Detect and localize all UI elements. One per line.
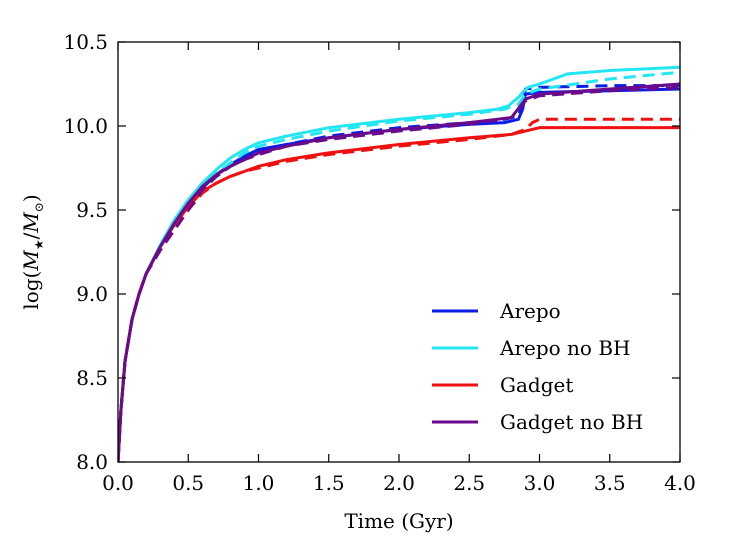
y-label-sun-sub: ⊙ xyxy=(32,202,46,212)
x-tick-label: 1.0 xyxy=(243,471,275,495)
plot-frame xyxy=(117,41,681,463)
x-tick-label: 3.5 xyxy=(594,471,626,495)
x-tick-label: 3.0 xyxy=(524,471,556,495)
plot-series-layer xyxy=(118,65,680,462)
y-label-slash: / xyxy=(19,232,43,239)
x-tick-label: 2.0 xyxy=(383,471,415,495)
axis-ticks xyxy=(117,41,681,463)
y-label-star-sub: ★ xyxy=(32,239,46,250)
y-tick-label: 9.5 xyxy=(76,198,108,222)
y-label-prefix: log( xyxy=(19,271,43,310)
y-label-mass: M xyxy=(19,250,43,272)
x-axis-label: Time (Gyr) xyxy=(344,509,453,533)
y-axis-label: log(M★/M⊙) xyxy=(19,194,46,309)
y-tick-label: 8.5 xyxy=(76,366,108,390)
y-tick-label: 9.0 xyxy=(76,282,108,306)
axis-tick-labels: 0.0 0.5 1.0 1.5 2.0 2.5 3.0 3.5 4.0 8.0 8.5 9.0 9.5 1… xyxy=(63,30,695,495)
y-label-suffix: ) xyxy=(19,194,43,202)
y-tick-label: 8.0 xyxy=(76,450,108,474)
series-line-gadget-no-bh-dashed xyxy=(118,85,680,462)
series-line-arepo-no-bh-dashed xyxy=(118,70,680,462)
x-tick-label: 0.0 xyxy=(102,471,134,495)
legend-label: Arepo xyxy=(499,299,561,323)
legend-label: Gadget no BH xyxy=(500,410,643,434)
x-tick-label: 2.5 xyxy=(453,471,485,495)
y-label-mass-sun: M xyxy=(19,212,43,234)
y-tick-label: 10.0 xyxy=(63,114,108,138)
legend-label: Gadget xyxy=(500,373,573,397)
series-line-gadget-no-bh xyxy=(118,82,680,462)
x-tick-label: 4.0 xyxy=(664,471,696,495)
x-tick-label: 1.5 xyxy=(313,471,345,495)
y-tick-label: 10.5 xyxy=(63,30,108,54)
x-tick-label: 0.5 xyxy=(172,471,204,495)
series-line-gadget-dashed xyxy=(118,117,680,462)
series-line-arepo-dashed xyxy=(118,84,680,462)
legend-label: Arepo no BH xyxy=(499,336,630,360)
legend: Arepo Arepo no BH Gadget Gadget no BH xyxy=(432,299,643,434)
